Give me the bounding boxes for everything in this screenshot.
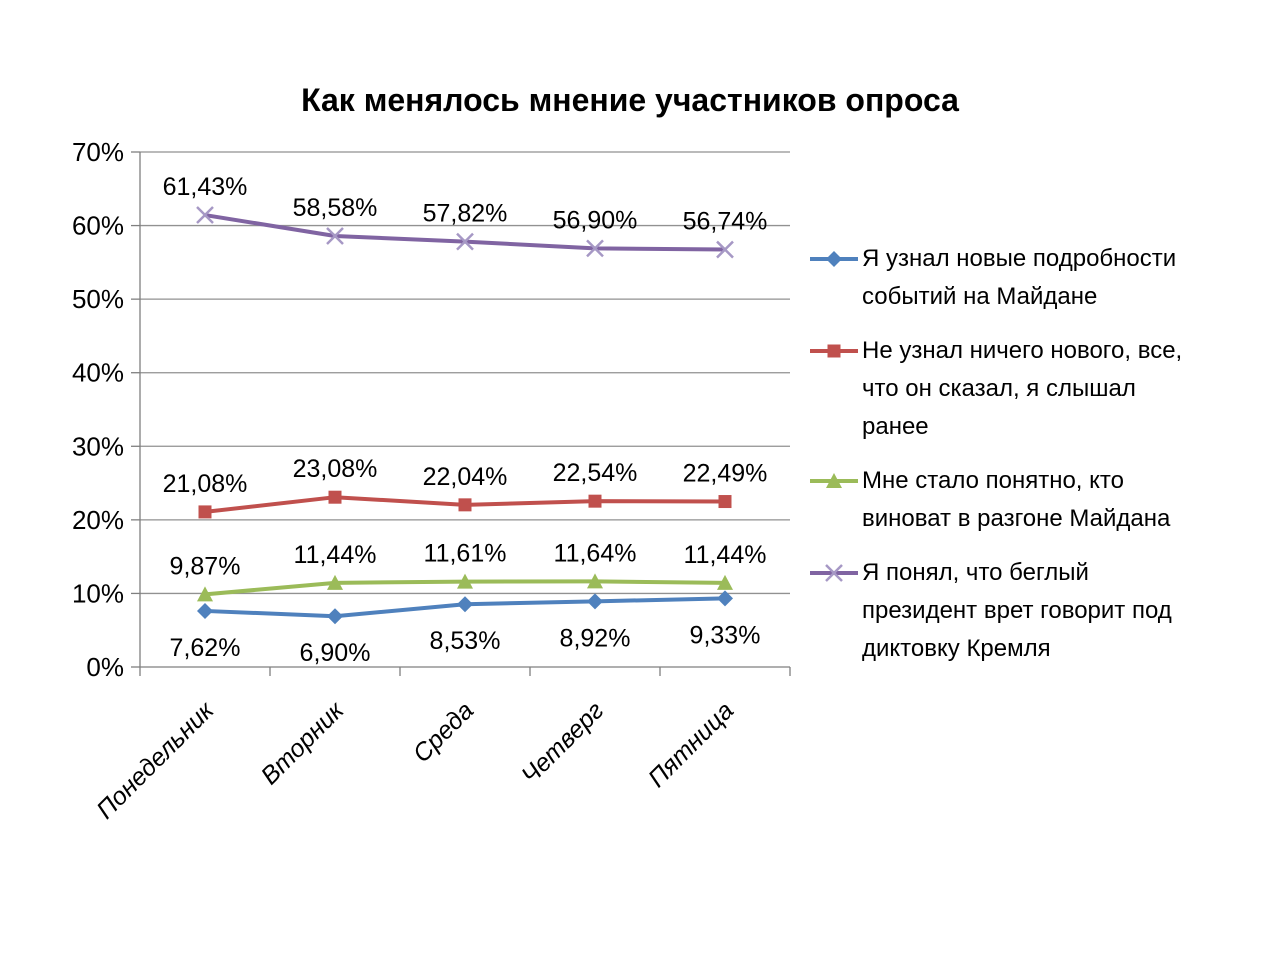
data-point-marker <box>327 574 343 590</box>
data-label: 7,62% <box>170 634 241 662</box>
data-point-marker <box>586 239 604 258</box>
y-axis-label: 30% <box>72 431 124 461</box>
chart-legend: Я узнал новые подробности событий на Май… <box>810 240 1230 668</box>
data-label: 8,53% <box>430 627 501 655</box>
data-label: 11,44% <box>294 541 377 569</box>
data-point-marker <box>587 593 603 610</box>
y-axis-label: 40% <box>72 358 124 388</box>
legend-item-3: Я понял, что беглый президент врет говор… <box>810 554 1230 668</box>
data-point-marker <box>197 602 213 619</box>
data-point-marker <box>718 495 732 509</box>
data-point-marker <box>587 573 603 589</box>
y-axis-label: 10% <box>72 578 124 608</box>
data-point-marker <box>457 596 473 613</box>
data-label: 11,44% <box>684 541 767 569</box>
data-label: 61,43% <box>163 173 248 201</box>
data-label: 22,49% <box>683 460 768 488</box>
x-axis-label: Пятница <box>643 696 740 793</box>
data-point-marker <box>458 498 472 512</box>
x-axis-label: Вторник <box>256 696 351 791</box>
data-point-marker <box>825 564 843 582</box>
data-label: 56,90% <box>553 206 638 234</box>
y-axis-label: 70% <box>72 137 124 167</box>
data-label: 6,90% <box>300 639 371 667</box>
data-label: 56,74% <box>683 208 768 236</box>
legend-triangle-marker-icon <box>810 473 858 488</box>
data-point-marker <box>328 490 342 504</box>
data-label: 11,64% <box>554 539 637 567</box>
data-label: 22,54% <box>553 459 638 487</box>
data-point-marker <box>326 227 344 245</box>
legend-item-0: Я узнал новые подробности событий на Май… <box>810 240 1230 316</box>
legend-square-marker-icon <box>810 344 858 358</box>
data-label: 9,33% <box>690 621 761 649</box>
data-point-marker <box>198 505 212 519</box>
y-axis-label: 0% <box>86 652 124 682</box>
legend-label: Мне стало понятно, кто виноват в разгоне… <box>862 467 1171 532</box>
data-point-marker <box>717 574 733 590</box>
data-label: 57,82% <box>423 200 508 228</box>
legend-label: Я узнал новые подробности событий на Май… <box>862 245 1177 310</box>
x-axis-label: Четверг <box>516 696 609 789</box>
data-label: 58,58% <box>293 194 378 222</box>
data-point-marker <box>717 590 733 607</box>
data-label: 22,04% <box>423 463 508 491</box>
data-label: 11,61% <box>424 540 507 568</box>
legend-diamond-marker-icon <box>810 251 858 267</box>
data-point-marker <box>826 473 842 488</box>
data-point-marker <box>327 608 343 625</box>
data-label: 23,08% <box>293 455 378 483</box>
x-axis-label: Понедельник <box>91 696 220 825</box>
data-label: 21,08% <box>163 470 248 498</box>
data-label: 9,87% <box>170 552 241 580</box>
legend-item-1: Не узнал ничего нового, все, что он сказ… <box>810 332 1230 446</box>
data-point-marker <box>716 240 734 259</box>
legend-x-marker-icon <box>810 564 858 582</box>
data-point-marker <box>826 251 842 267</box>
data-point-marker <box>588 494 602 508</box>
y-axis-label: 20% <box>72 505 124 535</box>
data-point-marker <box>827 344 841 358</box>
chart-title: Как менялось мнение участников опроса <box>301 82 959 118</box>
data-point-marker <box>196 206 214 224</box>
legend-label: Не узнал ничего нового, все, что он сказ… <box>862 337 1183 440</box>
data-point-marker <box>197 586 213 602</box>
y-axis-label: 60% <box>72 211 124 241</box>
data-label: 8,92% <box>560 624 631 652</box>
data-point-marker <box>457 573 473 589</box>
legend-item-2: Мне стало понятно, кто виноват в разгоне… <box>810 462 1230 538</box>
y-axis-label: 50% <box>72 284 124 314</box>
legend-label: Я понял, что беглый президент врет говор… <box>862 559 1172 662</box>
data-point-marker <box>456 232 474 251</box>
x-axis-label: Среда <box>408 696 480 768</box>
